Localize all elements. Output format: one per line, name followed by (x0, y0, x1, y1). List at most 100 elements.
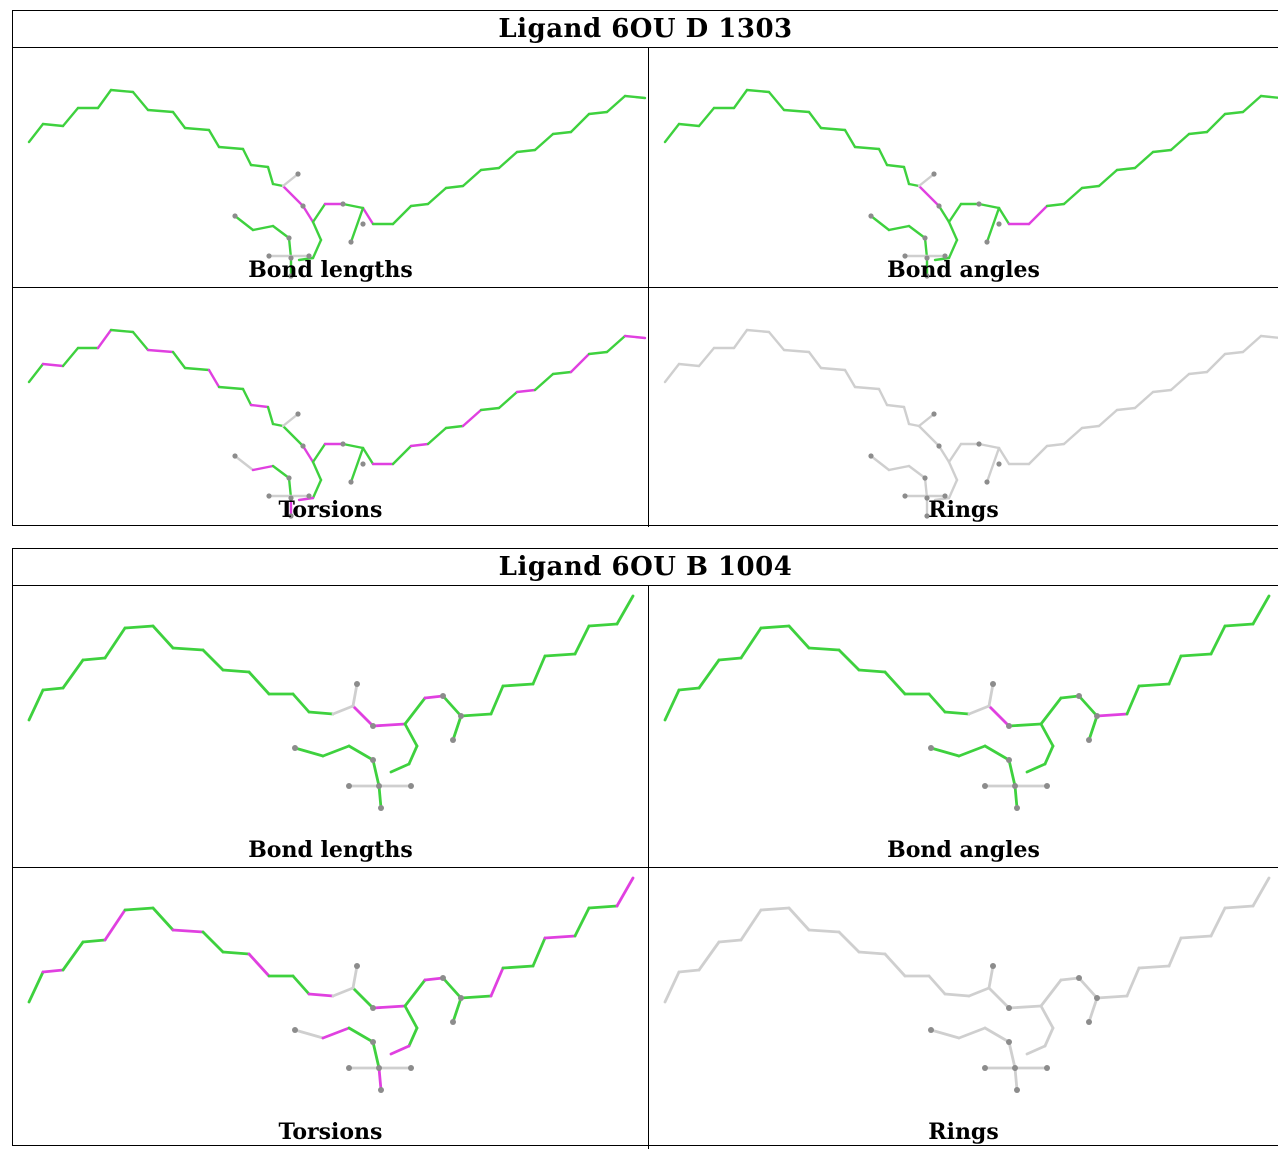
bond (311, 238, 323, 260)
bond (877, 147, 889, 167)
bond (745, 88, 771, 94)
bond (663, 122, 681, 144)
table-title: Ligand 6OU B 1004 (13, 549, 1278, 586)
atom (902, 253, 908, 259)
atom (1006, 1005, 1012, 1011)
bond (307, 710, 335, 716)
bond (1039, 978, 1063, 1008)
bond (587, 110, 609, 116)
bond (233, 214, 255, 232)
bond (247, 952, 271, 978)
bond (677, 968, 701, 974)
panel-caption: Rings (928, 1119, 999, 1145)
atom (370, 1039, 376, 1045)
atom (360, 461, 366, 467)
bond (1059, 694, 1081, 700)
bond (807, 928, 841, 934)
bond (171, 110, 187, 130)
atom (931, 411, 937, 417)
bond (287, 476, 293, 500)
bond (361, 446, 375, 466)
atom (928, 745, 934, 751)
panel-bond-angles: Bond angles (649, 48, 1278, 287)
bond (782, 348, 811, 354)
bond (807, 646, 841, 652)
bond (877, 387, 889, 407)
bond (987, 682, 995, 708)
bond (1169, 132, 1191, 152)
bond (1167, 654, 1183, 686)
bond (947, 220, 959, 242)
bond (623, 334, 647, 340)
atom (868, 213, 874, 219)
bond (151, 906, 175, 932)
atom (288, 273, 294, 279)
bond (853, 385, 881, 391)
panel-bond-lengths: Bond lengths (13, 586, 649, 867)
bond (301, 444, 315, 464)
bond (1259, 334, 1278, 339)
atom (292, 1027, 298, 1033)
bond (479, 406, 501, 412)
bond (837, 930, 861, 954)
atom (306, 493, 312, 499)
bond (533, 372, 555, 392)
bond (531, 936, 547, 968)
bond (1179, 652, 1213, 658)
atom (370, 757, 376, 763)
atom (1076, 975, 1082, 981)
bond (717, 656, 743, 662)
bond (933, 496, 951, 502)
bond (409, 442, 430, 448)
bond (1039, 1004, 1055, 1030)
bond (1013, 1066, 1019, 1092)
bond (967, 986, 991, 998)
bond (883, 952, 907, 978)
bond (271, 182, 285, 188)
panel-caption: Torsions (278, 1119, 383, 1145)
atom (370, 1005, 376, 1011)
bond (123, 624, 155, 630)
bond (843, 128, 857, 149)
bond (677, 686, 701, 692)
bond (1223, 110, 1245, 116)
bond (1187, 370, 1209, 376)
panel-row: Torsions Rings (13, 868, 1278, 1149)
atom (1012, 1065, 1018, 1071)
panel-torsions: Torsions (13, 288, 649, 527)
panel-rings: Rings (649, 288, 1278, 527)
bond (983, 1026, 1011, 1044)
atom (440, 975, 446, 981)
bond (787, 906, 811, 932)
panel-rings: Rings (649, 868, 1278, 1149)
atom (292, 745, 298, 751)
atom (354, 963, 360, 969)
bond (271, 464, 291, 480)
panel-caption: Bond angles (887, 257, 1040, 283)
atom (300, 203, 306, 209)
atom (378, 1087, 384, 1093)
bond (569, 112, 591, 134)
atom (922, 475, 928, 481)
atom (1044, 783, 1050, 789)
bond (587, 904, 619, 910)
bond (251, 464, 275, 472)
bond (1241, 94, 1263, 114)
bond (767, 330, 786, 352)
bond (943, 710, 971, 716)
bond (1059, 976, 1081, 982)
bond (732, 88, 749, 110)
bond (347, 1026, 375, 1044)
bond (351, 682, 359, 708)
atom (868, 453, 874, 459)
bond (61, 658, 85, 690)
molecule-diagram (27, 88, 647, 279)
bond (663, 970, 681, 1004)
bond (321, 1026, 351, 1040)
bond (1095, 712, 1129, 718)
bond (587, 622, 619, 628)
bond (1039, 722, 1055, 748)
bond (349, 206, 365, 244)
bond (403, 1004, 419, 1030)
bond (403, 722, 419, 748)
